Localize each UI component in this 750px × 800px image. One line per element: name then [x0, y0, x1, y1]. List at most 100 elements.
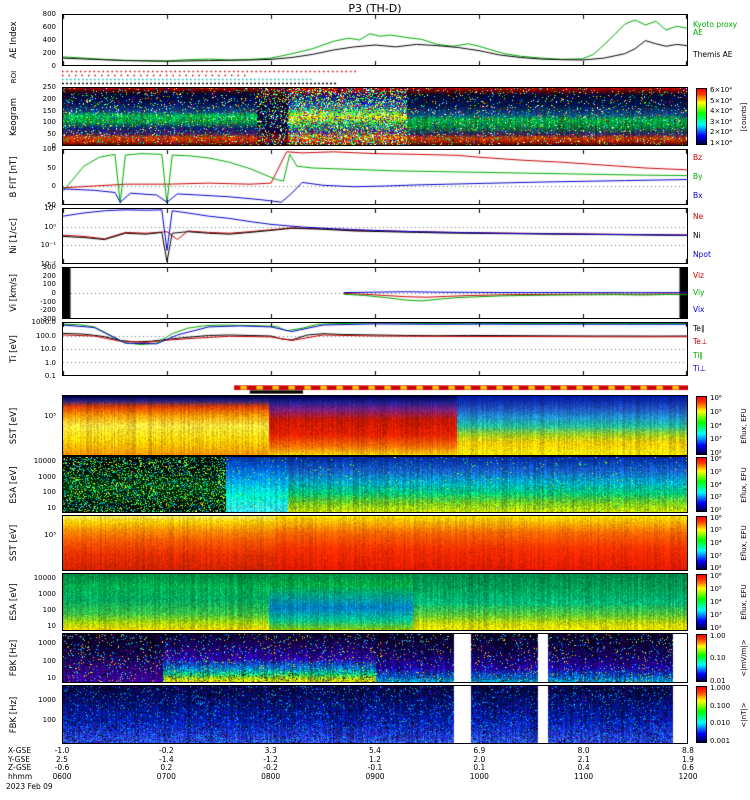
legend-item: Vix: [693, 305, 705, 315]
fbk-b-canvas: [63, 686, 687, 743]
roi-plot-area[interactable]: [62, 69, 688, 85]
sst-i-colorbar: [696, 516, 707, 570]
ytick-label: 100: [42, 656, 56, 665]
colorbar-tick-label: 2×10⁴: [710, 128, 733, 137]
xaxis-value: 2.5: [56, 754, 68, 764]
ytick-label: 200: [42, 94, 56, 103]
colorbar-tick-label: 10⁴: [710, 598, 722, 606]
colorbar-tick-label: 3×10⁴: [710, 117, 733, 126]
fbk-b-colorbar-label: <|nT|>: [740, 701, 748, 728]
ytick-label: 10: [47, 674, 56, 682]
legend-item: Themis AE: [693, 50, 733, 59]
xaxis-value: 5.4: [369, 746, 381, 755]
ytick-label: 0: [51, 182, 56, 191]
sst-e-plot-area[interactable]: [62, 395, 688, 456]
xaxis-value: -0.2: [263, 763, 278, 772]
sst-e-colorbar-canvas: [697, 397, 706, 454]
legend-item: Ni: [693, 230, 701, 240]
velocity-plot-area[interactable]: [62, 267, 688, 319]
colorbar-tick-label: 10⁴: [710, 421, 722, 430]
xaxis-value: 0.1: [473, 763, 486, 772]
sst-i-yticks: 10⁵: [0, 515, 59, 571]
esa-i-yticks: 10000 1000 100 10: [0, 573, 59, 631]
density-plot-area[interactable]: [62, 208, 688, 264]
fbk-b-plot-area[interactable]: [62, 685, 688, 744]
legend-item: Bx: [693, 190, 703, 200]
ytick-label: 10¹: [44, 204, 56, 212]
ytick-label: 150: [42, 106, 56, 115]
colorbar-tick-label: 10²: [710, 448, 722, 457]
xaxis-row: Y-GSE 2.5 -1.4 -1.2 1.2 2.0 2.1 1.9: [0, 754, 750, 764]
keogram-plot-area[interactable]: [62, 87, 688, 146]
velocity-legend: Viz Viy Vix: [693, 267, 749, 319]
ytick-label: 100: [42, 118, 56, 127]
colorbar-tick-label: 0.01: [710, 676, 726, 685]
colorbar-tick-label: 1.000: [710, 683, 731, 692]
panel-keogram: Keogram 250 200 150 100 50 0 6×10⁴ 5×10⁴ 4×10⁴ 3…: [0, 83, 750, 150]
esa-i-canvas: [63, 574, 687, 630]
sst-i-plot-area[interactable]: [62, 515, 688, 571]
sst-i-canvas: [63, 516, 687, 570]
xaxis-value: 1.2: [369, 754, 381, 764]
colorbar-tick-label: 10²: [710, 624, 722, 633]
colorbar-tick-label: 10²: [710, 506, 722, 515]
colorbar-tick-label: 10⁶: [710, 513, 722, 522]
xaxis-value: 2.1: [577, 754, 590, 764]
ae-plot-area[interactable]: [62, 14, 688, 66]
colorbar-tick-label: 1.00: [710, 631, 726, 640]
colorbar-tick-label: 10⁵: [710, 584, 722, 593]
ytick-label: 10⁵: [44, 412, 56, 421]
density-yticks: 10¹ 10⁰ 10⁻¹ 10⁻²: [0, 204, 59, 268]
ytick-label: 1000: [38, 639, 56, 647]
colorbar-tick-label: 10³: [710, 435, 722, 444]
page-title: P3 (TH-D): [348, 2, 402, 15]
legend-item: Ti∥: [693, 350, 704, 360]
colorbar-tick-label: 0.10: [710, 654, 726, 662]
keogram-colorbar-ticks: 6×10⁴ 5×10⁴ 4×10⁴ 3×10⁴ 2×10⁴ 1×10⁴: [710, 86, 742, 148]
panel-velocity: Vi [km/s] 300 200 100 0 -100 -200 -300 Viz Viy V…: [0, 263, 750, 323]
density-legend: Ne Ni Npot: [693, 208, 749, 264]
panel-sst-ions: SST [eV] 10⁵ 10⁶ 10⁵ 10⁴ 10³ 10² Eflux, EFU: [0, 513, 750, 573]
colorbar-tick-label: 10⁶: [710, 394, 722, 403]
ytick-label: -300: [40, 315, 56, 323]
ytick-label: 0: [51, 142, 56, 150]
panel-roi-strip: ROI: [0, 69, 750, 85]
esa-e-canvas: [63, 457, 687, 512]
ytick-label: 1000: [38, 589, 56, 598]
legend-item: Ti⊥: [693, 364, 706, 374]
esa-i-colorbar: [696, 574, 707, 630]
ytick-label: 100: [42, 280, 56, 289]
legend-item: Te∥: [693, 323, 705, 333]
ae-yticks: 800 600 400 200 0: [0, 10, 59, 70]
xaxis-value: -1.2: [263, 754, 278, 764]
xaxis-row: hhmm 0600 0700 0800 0900 1000 1100 1200: [0, 772, 750, 781]
esa-e-plot-area[interactable]: [62, 456, 688, 513]
xaxis-value: 1.9: [682, 754, 694, 764]
fbk-e-plot-area[interactable]: [62, 633, 688, 683]
esa-i-plot-area[interactable]: [62, 573, 688, 631]
panel-burst-bar: [0, 385, 750, 394]
ytick-label: -50: [44, 201, 56, 209]
fbk-e-yticks: 1000 100 10: [0, 633, 59, 683]
colorbar-tick-label: 0.010: [710, 719, 731, 728]
ytick-label: 800: [42, 10, 56, 18]
sst-i-colorbar-label: Eflux, EFU: [740, 525, 748, 561]
ytick-label: 200: [42, 271, 56, 280]
ytick-label: 10: [47, 504, 56, 513]
keogram-colorbar-canvas: [697, 89, 706, 144]
ytick-label: 0: [51, 289, 56, 297]
colorbar-tick-label: 1×10⁴: [710, 139, 733, 148]
colorbar-tick-label: 10²: [710, 564, 722, 573]
ytick-label: 10000: [33, 573, 56, 582]
bfit-plot-area[interactable]: [62, 149, 688, 205]
keogram-canvas: [63, 88, 687, 145]
xaxis-value: -1.0: [54, 746, 70, 755]
legend-item: By: [693, 171, 703, 181]
temperature-plot-area[interactable]: [62, 322, 688, 376]
ytick-label: 10⁰: [44, 222, 56, 231]
colorbar-tick-label: 5×10⁴: [710, 96, 733, 105]
xaxis-row: Z-GSE -0.6 0.2 -0.2 -0.1 0.1 0.4 0.6: [0, 764, 750, 772]
colorbar-tick-label: 10⁴: [710, 480, 722, 489]
fbk-e-colorbar-canvas: [697, 635, 706, 681]
ytick-label: 10⁻¹: [40, 241, 56, 250]
